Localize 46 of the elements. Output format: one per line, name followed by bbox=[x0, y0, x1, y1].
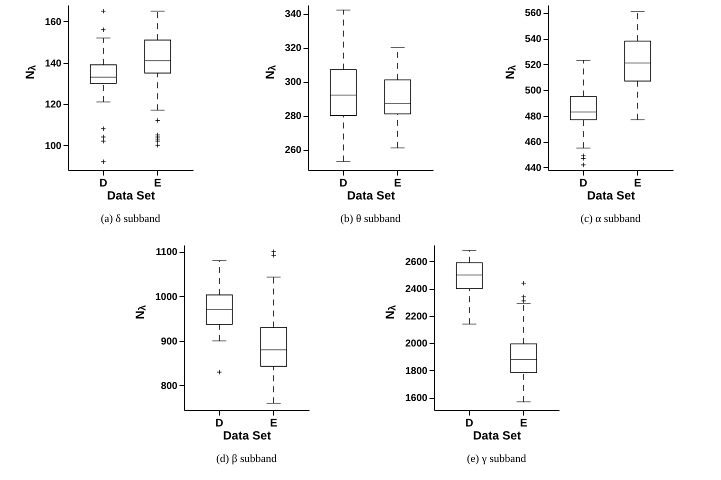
y-tick-label: 320 bbox=[284, 43, 302, 54]
y-tick-label: 500 bbox=[524, 86, 542, 97]
x-axis-title: Data Set bbox=[346, 188, 395, 202]
y-tick-label: 120 bbox=[44, 100, 62, 110]
y-tick-label: 140 bbox=[44, 58, 62, 70]
y-tick-label: 480 bbox=[524, 111, 542, 122]
y-tick-label: 300 bbox=[284, 77, 302, 88]
x-tick-label: D bbox=[464, 418, 473, 430]
x-tick-label: D bbox=[98, 178, 107, 190]
text: (b) θ subband bbox=[340, 213, 401, 225]
x-tick-label: E bbox=[520, 418, 527, 430]
y-tick-label: 2600 bbox=[404, 256, 428, 268]
text: (e) γ subband bbox=[466, 453, 526, 465]
x-tick-label: D bbox=[214, 418, 223, 430]
y-tick-label: 280 bbox=[284, 111, 302, 122]
y-tick-label: 440 bbox=[524, 162, 542, 174]
x-axis-title: Data Set bbox=[586, 188, 635, 202]
y-tick-label: 900 bbox=[160, 336, 178, 348]
x-tick-label: E bbox=[634, 178, 641, 190]
y-tick-label: 2200 bbox=[404, 311, 428, 322]
y-tick-label: 800 bbox=[160, 380, 178, 392]
y-tick-label: 160 bbox=[44, 17, 62, 28]
x-tick-label: E bbox=[270, 418, 277, 430]
text: (d) β subband bbox=[216, 453, 277, 465]
y-tick-label: 560 bbox=[524, 8, 542, 20]
y-tick-label: 520 bbox=[524, 60, 542, 71]
x-tick-label: D bbox=[338, 178, 347, 190]
x-axis-title: Data Set bbox=[106, 188, 155, 202]
x-tick-label: E bbox=[154, 178, 161, 190]
x-tick-label: D bbox=[578, 178, 587, 190]
y-tick-label: 540 bbox=[524, 34, 542, 46]
y-tick-label: 460 bbox=[524, 137, 542, 148]
y-tick-label: 100 bbox=[44, 140, 62, 152]
y-tick-label: 2400 bbox=[404, 284, 428, 296]
y-tick-label: 1100 bbox=[155, 247, 178, 258]
text: (a) δ subband bbox=[100, 213, 160, 225]
y-tick-label: 1000 bbox=[154, 292, 178, 303]
y-tick-label: 1600 bbox=[404, 393, 428, 404]
x-axis-title: Data Set bbox=[222, 428, 271, 442]
y-tick-label: 260 bbox=[284, 145, 302, 156]
x-axis-title: Data Set bbox=[472, 428, 521, 442]
text: (c) α subband bbox=[580, 213, 641, 225]
x-tick-label: E bbox=[394, 178, 401, 190]
y-tick-label: 1800 bbox=[404, 366, 428, 377]
y-tick-label: 2000 bbox=[404, 338, 428, 350]
y-tick-label: 340 bbox=[284, 9, 302, 20]
